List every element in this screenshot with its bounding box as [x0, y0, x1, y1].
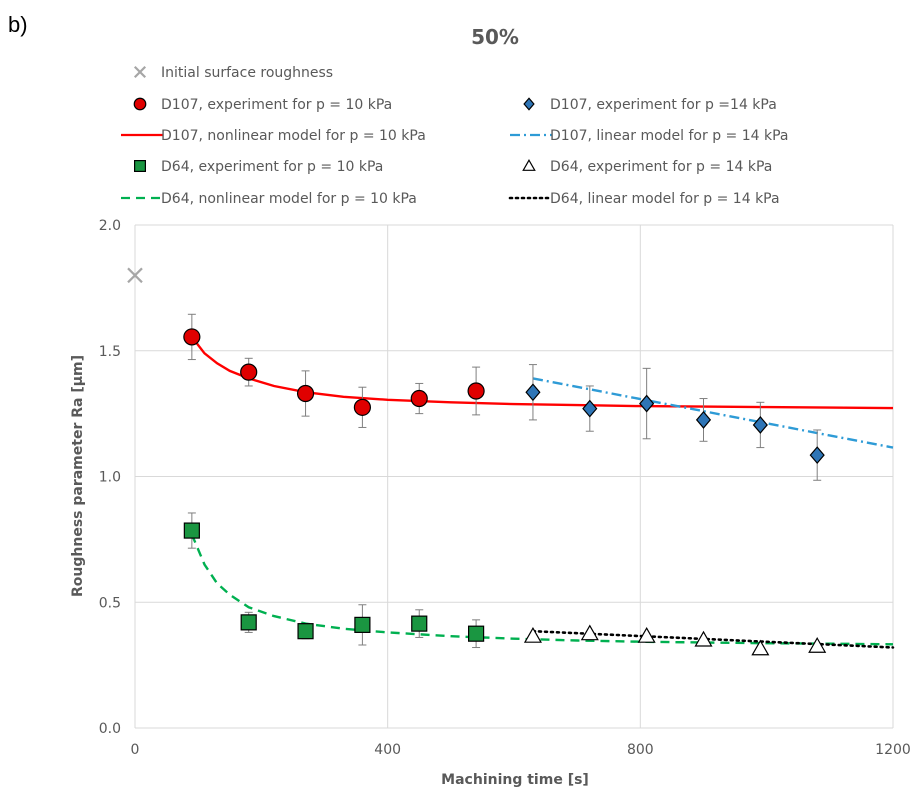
series-6-point-2 — [637, 626, 656, 643]
legend-entry-3: D107, nonlinear model for p = 10 kPa — [121, 128, 426, 144]
y-tick-label-2: 1.0 — [99, 470, 121, 486]
legend-label-0: Initial surface roughness — [161, 65, 333, 81]
legend-entry-6: D64, experiment for p = 14 kPa — [522, 159, 772, 175]
legend-entry-4: D107, linear model for p = 14 kPa — [510, 128, 788, 144]
series-2-point-1 — [582, 399, 598, 418]
series-2-point-0 — [525, 383, 541, 402]
series-4-line — [532, 377, 894, 449]
series-2-point-2 — [639, 394, 655, 413]
y-tick-label-0: 0.0 — [99, 721, 121, 737]
x-axis-title: Machining time [s] — [441, 772, 589, 788]
series-7-line — [190, 533, 894, 646]
series-2-point-5 — [809, 446, 825, 465]
legend-label-7: D64, nonlinear model for p = 10 kPa — [161, 191, 417, 207]
series-2-point-3 — [695, 410, 712, 429]
legend-label-3: D107, nonlinear model for p = 10 kPa — [161, 128, 426, 144]
legend-swatch-6 — [522, 159, 536, 171]
data-markers — [127, 267, 827, 656]
series-6-point-0 — [523, 626, 542, 643]
series-5-point-3 — [354, 616, 371, 633]
legend-swatch-5 — [134, 160, 147, 173]
legend-label-8: D64, linear model for p = 14 kPa — [550, 191, 780, 207]
series-5-point-4 — [411, 615, 428, 632]
series-1-point-2 — [296, 384, 315, 403]
legend-label-2: D107, experiment for p =14 kPa — [550, 97, 777, 113]
series-6-point-1 — [580, 624, 599, 641]
x-tick-label-3: 1200 — [875, 742, 911, 758]
series-6-point-5 — [808, 637, 827, 653]
series-1-point-4 — [410, 389, 428, 408]
series-1-point-0 — [183, 328, 201, 346]
legend: Initial surface roughness D107, experimen… — [121, 65, 788, 207]
legend-entry-0: Initial surface roughness — [133, 65, 333, 81]
y-tick-label-1: 0.5 — [99, 595, 121, 611]
series-3-line — [190, 336, 894, 410]
legend-entry-1: D107, experiment for p = 10 kPa — [133, 97, 392, 113]
chart-title: 50% — [471, 25, 519, 49]
series-2-point-4 — [752, 416, 768, 434]
series-0-point-0 — [127, 267, 143, 284]
series-5-point-0 — [183, 522, 200, 539]
series-6-point-4 — [751, 639, 770, 656]
series-5-point-1 — [240, 614, 257, 631]
x-axis-ticks: 0 400 800 1200 — [131, 742, 911, 758]
legend-swatch-0 — [133, 65, 147, 79]
x-tick-label-2: 800 — [627, 742, 654, 758]
y-tick-label-4: 2.0 — [99, 218, 121, 234]
series-5-point-2 — [297, 623, 314, 640]
legend-entry-5: D64, experiment for p = 10 kPa — [134, 159, 383, 175]
panel-label: b) — [8, 12, 28, 37]
legend-entry-8: D64, linear model for p = 14 kPa — [508, 191, 780, 207]
legend-swatch-1 — [133, 97, 147, 111]
series-1-point-3 — [353, 398, 371, 416]
legend-entry-7: D64, nonlinear model for p = 10 kPa — [121, 191, 417, 207]
error-bars — [187, 313, 822, 649]
x-tick-label-0: 0 — [131, 742, 140, 758]
y-axis-title: Roughness parameter Ra [µm] — [70, 355, 86, 597]
model-lines — [190, 336, 895, 649]
legend-label-1: D107, experiment for p = 10 kPa — [161, 97, 392, 113]
legend-label-5: D64, experiment for p = 10 kPa — [161, 159, 383, 175]
legend-swatch-2 — [523, 97, 535, 111]
x-tick-label-1: 400 — [374, 742, 401, 758]
legend-label-4: D107, linear model for p = 14 kPa — [550, 128, 788, 144]
series-1-point-1 — [240, 363, 258, 381]
y-tick-label-3: 1.5 — [99, 344, 121, 360]
series-6-point-3 — [694, 630, 713, 647]
series-5-point-5 — [468, 625, 485, 642]
series-1-point-5 — [467, 382, 485, 400]
grid — [134, 224, 894, 729]
legend-entry-2: D107, experiment for p =14 kPa — [523, 97, 777, 113]
legend-label-6: D64, experiment for p = 14 kPa — [550, 159, 772, 175]
y-axis-ticks: 0.0 0.5 1.0 1.5 2.0 — [99, 218, 121, 737]
